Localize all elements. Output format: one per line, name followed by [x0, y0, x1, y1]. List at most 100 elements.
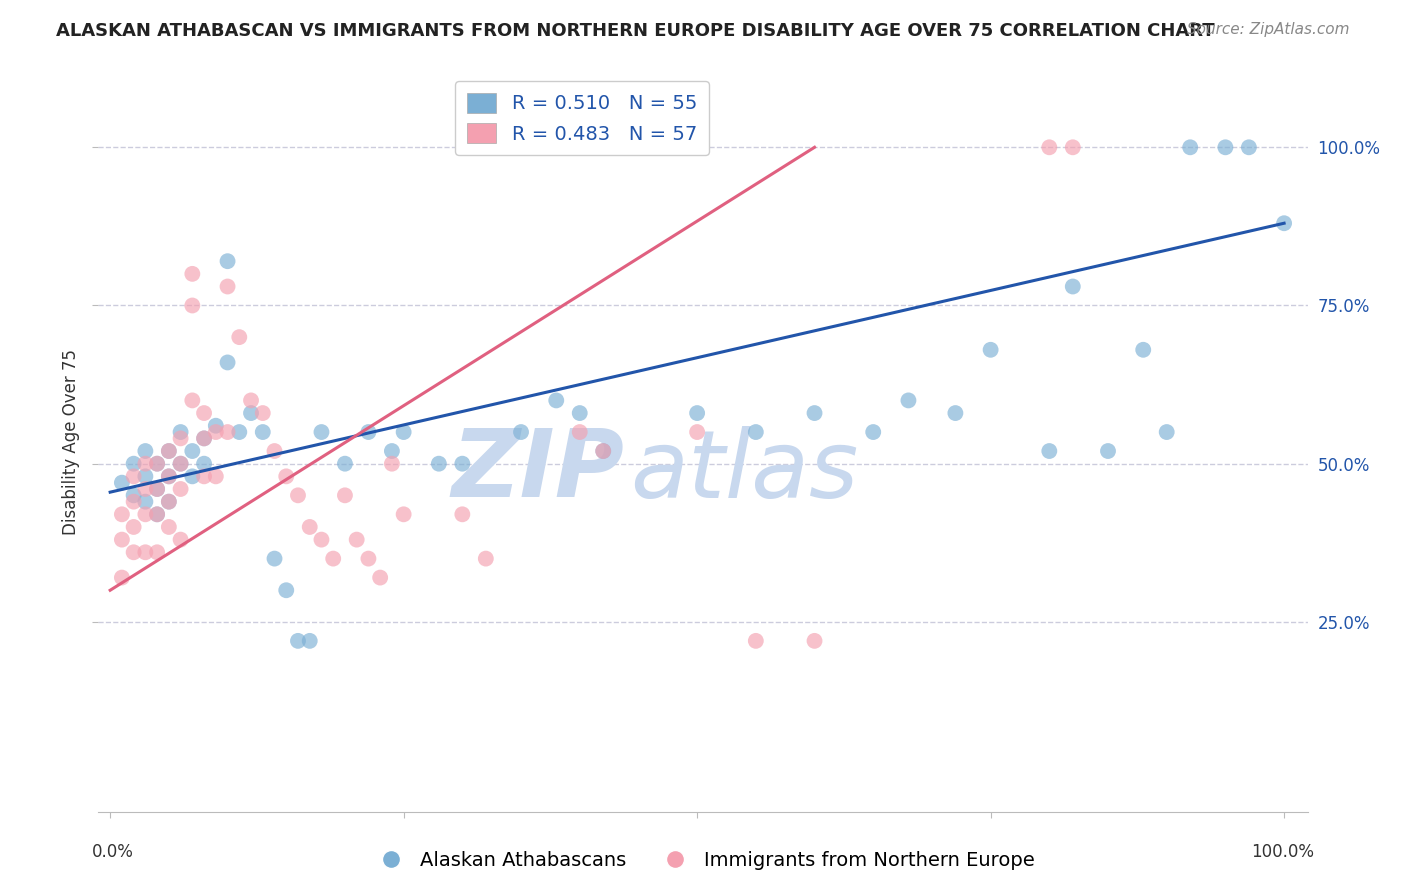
Point	[392, 425, 415, 439]
Point	[134, 457, 156, 471]
Point	[263, 551, 285, 566]
Point	[217, 425, 239, 439]
Point	[276, 469, 298, 483]
Point	[381, 444, 404, 458]
Text: Source: ZipAtlas.com: Source: ZipAtlas.com	[1187, 22, 1350, 37]
Point	[181, 444, 204, 458]
Point	[287, 633, 309, 648]
Point	[1038, 140, 1060, 154]
Point	[368, 571, 391, 585]
Text: atlas: atlas	[630, 425, 859, 516]
Point	[803, 406, 825, 420]
Point	[1038, 444, 1060, 458]
Point	[134, 545, 156, 559]
Point	[193, 431, 215, 445]
Point	[169, 533, 191, 547]
Point	[862, 425, 884, 439]
Legend: R = 0.510   N = 55, R = 0.483   N = 57: R = 0.510 N = 55, R = 0.483 N = 57	[456, 81, 709, 155]
Point	[357, 551, 380, 566]
Point	[204, 418, 226, 433]
Point	[381, 457, 404, 471]
Point	[169, 425, 191, 439]
Point	[311, 533, 333, 547]
Point	[122, 469, 145, 483]
Point	[204, 469, 226, 483]
Point	[333, 488, 356, 502]
Point	[240, 393, 263, 408]
Point	[204, 425, 226, 439]
Point	[1132, 343, 1154, 357]
Point	[146, 457, 169, 471]
Point	[193, 469, 215, 483]
Point	[392, 508, 415, 522]
Point	[134, 482, 156, 496]
Point	[111, 533, 134, 547]
Point	[122, 457, 145, 471]
Point	[134, 494, 156, 508]
Point	[427, 457, 450, 471]
Point	[1062, 140, 1084, 154]
Point	[897, 393, 920, 408]
Text: 0.0%: 0.0%	[91, 843, 134, 861]
Point	[510, 425, 533, 439]
Point	[311, 425, 333, 439]
Point	[169, 457, 191, 471]
Point	[346, 533, 368, 547]
Point	[111, 571, 134, 585]
Point	[803, 633, 825, 648]
Point	[146, 508, 169, 522]
Point	[193, 406, 215, 420]
Point	[146, 482, 169, 496]
Point	[592, 444, 614, 458]
Point	[146, 482, 169, 496]
Point	[1180, 140, 1202, 154]
Point	[1215, 140, 1237, 154]
Point	[546, 393, 568, 408]
Point	[298, 520, 321, 534]
Point	[945, 406, 967, 420]
Point	[1097, 444, 1119, 458]
Point	[169, 431, 191, 445]
Point	[686, 425, 709, 439]
Point	[157, 444, 180, 458]
Point	[451, 457, 474, 471]
Point	[122, 488, 145, 502]
Point	[146, 508, 169, 522]
Point	[134, 444, 156, 458]
Point	[193, 457, 215, 471]
Point	[122, 494, 145, 508]
Point	[169, 482, 191, 496]
Point	[111, 508, 134, 522]
Y-axis label: Disability Age Over 75: Disability Age Over 75	[62, 349, 80, 534]
Point	[228, 330, 250, 344]
Point	[181, 393, 204, 408]
Point	[157, 494, 180, 508]
Point	[1062, 279, 1084, 293]
Point	[568, 425, 591, 439]
Point	[1272, 216, 1295, 230]
Point	[157, 494, 180, 508]
Point	[217, 355, 239, 369]
Point	[475, 551, 498, 566]
Point	[745, 633, 768, 648]
Point	[252, 425, 274, 439]
Point	[181, 298, 204, 312]
Text: ZIP: ZIP	[451, 425, 624, 517]
Point	[322, 551, 344, 566]
Point	[287, 488, 309, 502]
Point	[157, 469, 180, 483]
Point	[592, 444, 614, 458]
Point	[111, 475, 134, 490]
Point	[181, 267, 204, 281]
Point	[134, 508, 156, 522]
Point	[1237, 140, 1260, 154]
Point	[217, 254, 239, 268]
Point	[333, 457, 356, 471]
Point	[217, 279, 239, 293]
Point	[181, 469, 204, 483]
Point	[193, 431, 215, 445]
Point	[122, 545, 145, 559]
Point	[240, 406, 263, 420]
Point	[298, 633, 321, 648]
Point	[157, 469, 180, 483]
